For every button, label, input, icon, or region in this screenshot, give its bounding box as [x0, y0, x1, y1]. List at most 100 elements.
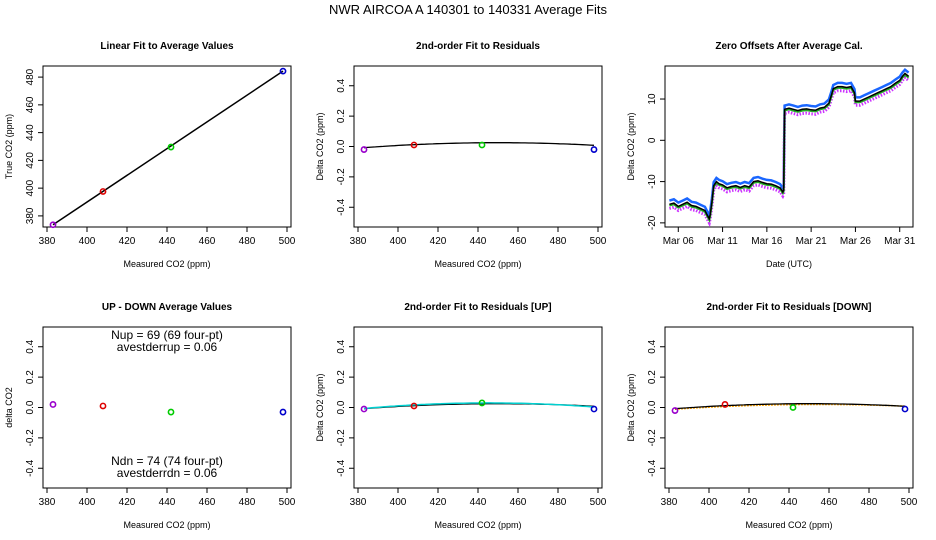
- offset-band-mid: [669, 73, 910, 223]
- x-tick-label: 420: [430, 497, 447, 508]
- x-tick-label: 500: [279, 497, 296, 508]
- data-point: [360, 146, 368, 153]
- x-tick-label: 460: [510, 497, 527, 508]
- y-tick-label: -0.4: [336, 198, 347, 216]
- x-tick-label: Mar 11: [707, 236, 738, 247]
- y-tick-label: 0.2: [336, 109, 347, 123]
- y-tick-label: 10: [647, 93, 658, 105]
- data-point: [478, 399, 486, 407]
- y-tick-label: 0.4: [336, 78, 347, 92]
- y-tick-label: 440: [25, 124, 36, 141]
- x-tick-label: 460: [510, 236, 527, 247]
- annotation-text: avestderrup = 0.06: [117, 340, 218, 354]
- y-tick-label: 0.2: [336, 370, 347, 384]
- x-tick-label: 480: [550, 497, 567, 508]
- data-point: [99, 402, 107, 410]
- fit-curve-secondary: [674, 403, 906, 410]
- y-tick-label: 0: [647, 137, 658, 143]
- y-tick-label: -0.2: [336, 168, 347, 186]
- x-tick-label: 440: [781, 497, 798, 508]
- y-tick-label: 0.0: [25, 400, 36, 414]
- x-tick-label: 380: [39, 497, 56, 508]
- x-tick-label: 500: [901, 497, 918, 508]
- panel-title: Zero Offsets After Average Cal.: [715, 41, 862, 52]
- x-axis-label: Measured CO2 (ppm): [434, 520, 521, 530]
- x-tick-label: Mar 31: [884, 236, 916, 247]
- data-point: [49, 221, 57, 229]
- offset-series-line: [669, 72, 910, 221]
- y-tick-label: -0.2: [647, 429, 658, 447]
- x-tick-label: 400: [390, 497, 407, 508]
- y-tick-label: 400: [25, 179, 36, 196]
- x-tick-label: Mar 16: [751, 236, 783, 247]
- annotation-text: avestderrdn = 0.06: [117, 466, 218, 480]
- data-point: [721, 401, 729, 408]
- data-point: [671, 407, 679, 414]
- panel-title: 2nd-order Fit to Residuals [DOWN]: [707, 302, 872, 313]
- y-axis-label: Delta CO2 (ppm): [626, 112, 636, 180]
- x-tick-label: 500: [590, 497, 607, 508]
- x-tick-label: 460: [199, 236, 216, 247]
- y-tick-label: -0.2: [25, 429, 36, 447]
- y-axis-label: True CO2 (ppm): [4, 114, 14, 179]
- y-tick-label: -0.4: [336, 459, 347, 477]
- data-point: [167, 143, 175, 151]
- x-tick-label: 440: [470, 497, 487, 508]
- y-tick-label: 420: [25, 152, 36, 169]
- x-tick-label: 400: [701, 497, 718, 508]
- panel-5: 2nd-order Fit to Residuals [UP] Measured …: [315, 302, 607, 530]
- x-tick-label: 380: [39, 236, 56, 247]
- x-tick-label: 400: [79, 236, 96, 247]
- data-point: [410, 402, 418, 410]
- y-tick-label: 380: [25, 207, 36, 224]
- x-tick-label: 500: [279, 236, 296, 247]
- panel-title: 2nd-order Fit to Residuals: [416, 41, 540, 52]
- y-tick-label: 0.4: [336, 339, 347, 353]
- y-axis-label: Delta CO2 (ppm): [315, 373, 325, 441]
- y-tick-label: -0.4: [647, 459, 658, 477]
- data-point: [49, 401, 57, 408]
- y-tick-label: 480: [25, 68, 36, 85]
- panel-title: UP - DOWN Average Values: [102, 302, 233, 313]
- annotation-text: Ndn = 74 (74 four-pt): [111, 454, 223, 468]
- x-tick-label: 420: [119, 236, 136, 247]
- x-tick-label: 460: [199, 497, 216, 508]
- x-tick-label: 400: [390, 236, 407, 247]
- x-tick-label: 480: [550, 236, 567, 247]
- y-tick-label: 0.2: [25, 370, 36, 384]
- panel-6: 2nd-order Fit to Residuals [DOWN] Measure…: [626, 302, 918, 530]
- x-axis-label: Measured CO2 (ppm): [434, 259, 521, 269]
- plot-frame: [664, 65, 914, 228]
- data-point: [167, 408, 175, 416]
- y-tick-label: -0.2: [336, 429, 347, 447]
- y-tick-label: 0.0: [336, 139, 347, 153]
- panel-2: 2nd-order Fit to Residuals Measured CO2 (…: [315, 41, 607, 269]
- panel-4: UP - DOWN Average Values Measured CO2 (pp…: [4, 302, 296, 530]
- x-tick-label: 420: [741, 497, 758, 508]
- x-tick-label: 440: [159, 236, 176, 247]
- y-tick-label: 460: [25, 96, 36, 113]
- panel-3: Zero Offsets After Average Cal. Date (UTC…: [626, 41, 916, 269]
- fit-curve: [363, 142, 595, 149]
- x-axis-label: Measured CO2 (ppm): [123, 520, 210, 530]
- x-tick-label: 480: [239, 236, 256, 247]
- panel-title: 2nd-order Fit to Residuals [UP]: [404, 302, 551, 313]
- x-tick-label: 500: [590, 236, 607, 247]
- panel-title: Linear Fit to Average Values: [100, 41, 234, 52]
- x-tick-label: 440: [470, 236, 487, 247]
- x-tick-label: 480: [239, 497, 256, 508]
- figure-suptitle: NWR AIRCOA A 140301 to 140331 Average Fi…: [329, 2, 607, 17]
- y-axis-label: Delta CO2 (ppm): [626, 373, 636, 441]
- panel-1: Linear Fit to Average Values Measured CO2…: [4, 41, 296, 269]
- x-tick-label: 420: [119, 497, 136, 508]
- x-tick-label: Mar 21: [796, 236, 828, 247]
- data-point: [99, 188, 107, 195]
- x-tick-label: Mar 26: [840, 236, 872, 247]
- data-point: [590, 405, 598, 413]
- data-point: [590, 146, 598, 153]
- y-tick-label: -10: [647, 174, 658, 189]
- x-tick-label: Mar 06: [663, 236, 695, 247]
- fit-curve: [674, 403, 906, 410]
- y-tick-label: 0.0: [647, 400, 658, 414]
